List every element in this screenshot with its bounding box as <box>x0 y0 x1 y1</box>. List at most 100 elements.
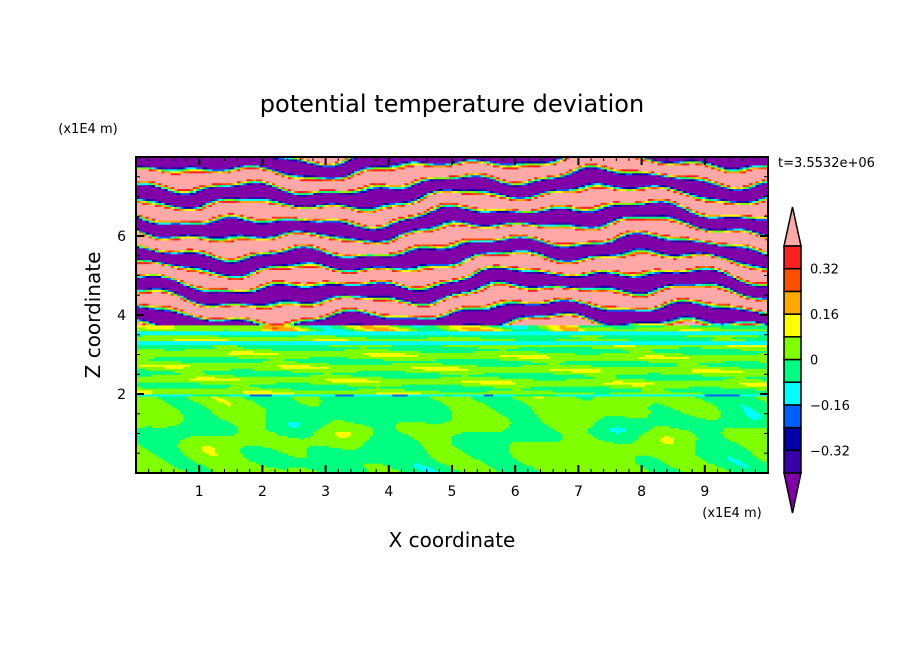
contour-cell <box>366 467 393 470</box>
contour-cell <box>148 245 289 249</box>
contour-cell <box>474 269 478 273</box>
contour-cell <box>341 218 346 221</box>
contour-cell <box>177 236 181 239</box>
contour-cell <box>606 224 611 227</box>
contour-cell <box>717 283 722 286</box>
contour-cell <box>429 316 437 320</box>
contour-cell <box>704 318 709 322</box>
contour-cell <box>745 283 750 286</box>
contour-cell <box>136 206 165 209</box>
contour-cell <box>373 208 377 211</box>
contour-cell <box>136 307 143 310</box>
contour-cell <box>679 206 684 209</box>
contour-cell <box>464 204 469 207</box>
contour-cell <box>227 168 232 172</box>
contour-cell <box>518 236 523 239</box>
contour-cell <box>625 218 646 221</box>
contour-cell <box>354 174 450 178</box>
contour-cell <box>154 236 159 239</box>
contour-cell <box>376 226 380 229</box>
contour-cell <box>271 202 276 205</box>
contour-cell <box>647 360 725 363</box>
contour-cell <box>331 372 440 375</box>
contour-cell <box>739 166 744 170</box>
contour-cell <box>739 394 768 397</box>
contour-cell <box>483 372 554 375</box>
contour-cell <box>319 247 323 251</box>
contour-cell <box>300 245 308 249</box>
contour-cell <box>354 255 358 259</box>
contour-cell <box>455 307 459 310</box>
contour-cell <box>657 214 665 217</box>
contour-cell <box>278 251 282 255</box>
contour-cell <box>692 431 722 434</box>
contour-cell <box>559 439 605 442</box>
contour-cell <box>733 188 744 192</box>
contour-cell <box>196 316 200 320</box>
contour-cell <box>654 382 741 385</box>
contour-cell <box>673 188 677 192</box>
contour-cell <box>136 417 184 421</box>
contour-cell <box>657 234 662 237</box>
contour-cell <box>726 255 768 259</box>
contour-cell <box>546 362 560 365</box>
contour-cell <box>347 271 352 275</box>
contour-cell <box>559 311 564 314</box>
contour-cell <box>701 269 712 273</box>
contour-cell <box>183 313 188 316</box>
contour-cell <box>382 463 415 466</box>
contour-cell <box>616 236 620 239</box>
contour-cell <box>613 188 617 192</box>
contour-cell <box>739 202 750 205</box>
contour-cell <box>452 313 548 316</box>
contour-cell <box>654 309 658 312</box>
contour-cell <box>632 295 636 298</box>
contour-cell <box>584 186 589 190</box>
contour-cell <box>467 293 624 296</box>
contour-cell <box>433 467 453 470</box>
contour-cell <box>312 303 317 306</box>
contour-cell <box>499 178 504 182</box>
contour-cell <box>749 186 753 190</box>
contour-cell <box>594 271 598 275</box>
contour-cell <box>154 218 210 221</box>
contour-cell <box>594 285 602 288</box>
contour-cell <box>720 186 725 190</box>
contour-cell <box>546 299 551 302</box>
contour-cell <box>613 222 617 225</box>
contour-cell <box>736 320 744 324</box>
contour-cell <box>373 431 402 434</box>
contour-cell <box>177 265 181 269</box>
contour-cell <box>373 299 387 302</box>
contour-cell <box>414 303 418 306</box>
contour-cell <box>508 182 513 186</box>
contour-cell <box>549 241 554 245</box>
contour-cell <box>638 188 643 192</box>
contour-cell <box>300 303 314 306</box>
contour-cell <box>546 354 646 357</box>
contour-cell <box>749 307 753 310</box>
contour-cell <box>606 237 611 241</box>
contour-cell <box>136 380 333 383</box>
contour-cell <box>357 309 361 312</box>
contour-cell <box>388 251 393 255</box>
contour-cell <box>401 188 437 192</box>
contour-cell <box>452 439 560 442</box>
contour-cell <box>499 196 504 199</box>
contour-cell <box>587 182 592 186</box>
contour-cell <box>594 182 602 186</box>
contour-cell <box>158 220 181 223</box>
contour-cell <box>180 208 184 211</box>
contour-cell <box>398 469 421 472</box>
contour-cell <box>515 285 519 288</box>
contour-cell <box>379 316 383 320</box>
contour-cell <box>458 241 462 245</box>
contour-cell <box>616 220 620 223</box>
contour-cell <box>742 307 747 310</box>
contour-cell <box>306 403 320 407</box>
contour-cell <box>268 281 273 284</box>
contour-cell <box>233 433 279 436</box>
contour-cell <box>641 230 646 233</box>
contour-cell <box>657 401 712 405</box>
contour-cell <box>682 411 722 415</box>
